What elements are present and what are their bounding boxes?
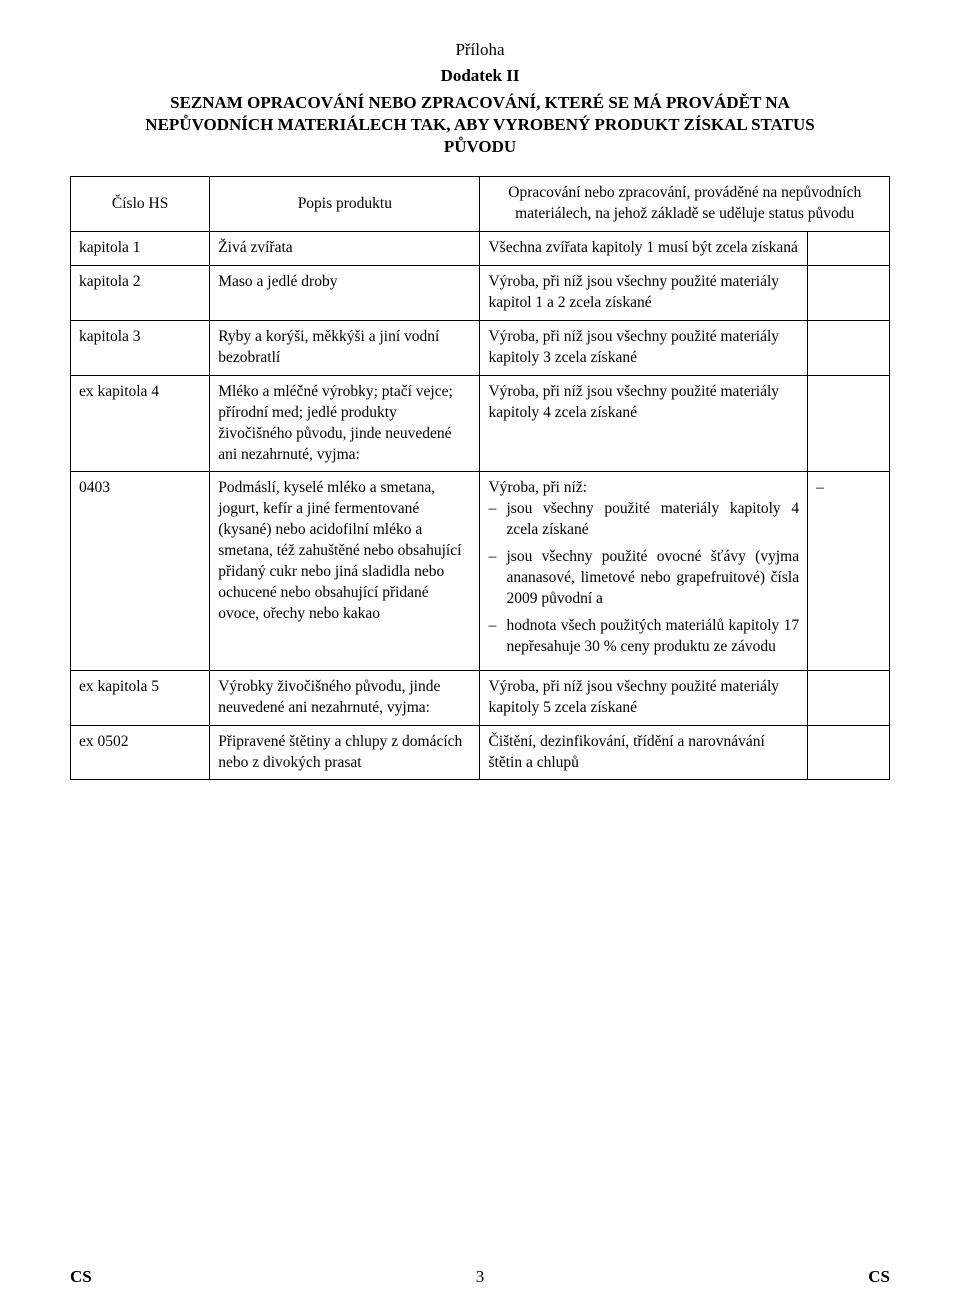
dash-icon: –	[488, 499, 506, 541]
cell-extra: –	[808, 472, 890, 670]
th-rule: Opracování nebo zpracování, prováděné na…	[480, 177, 890, 232]
rule-bullet: – hodnota všech použitých materiálů kapi…	[488, 616, 799, 658]
th-hs: Číslo HS	[71, 177, 210, 232]
dash-icon: –	[488, 616, 506, 658]
table-row: kapitola 3 Ryby a korýši, měkkýši a jiní…	[71, 320, 890, 375]
table-header-row: Číslo HS Popis produktu Opracování nebo …	[71, 177, 890, 232]
cell-hs: ex kapitola 5	[71, 670, 210, 725]
table-row: 0403 Podmáslí, kyselé mléko a smetana, j…	[71, 472, 890, 670]
cell-extra	[808, 725, 890, 780]
cell-hs: ex kapitola 4	[71, 375, 210, 472]
cell-extra	[808, 320, 890, 375]
cell-hs: 0403	[71, 472, 210, 670]
cell-extra	[808, 232, 890, 266]
cell-desc: Živá zvířata	[210, 232, 480, 266]
cell-hs: kapitola 1	[71, 232, 210, 266]
cell-desc: Ryby a korýši, měkkýši a jiní vodní bezo…	[210, 320, 480, 375]
dash-icon: –	[488, 547, 506, 610]
cell-rule: Výroba, při níž jsou všechny použité mat…	[480, 670, 808, 725]
cell-rule: Výroba, při níž jsou všechny použité mat…	[480, 266, 808, 321]
table-row: ex kapitola 4 Mléko a mléčné výrobky; pt…	[71, 375, 890, 472]
table-row: ex kapitola 5 Výrobky živočišného původu…	[71, 670, 890, 725]
title-dodatek: Dodatek II	[70, 66, 890, 86]
cell-hs: ex 0502	[71, 725, 210, 780]
cell-rule: Čištění, dezinfikování, třídění a narovn…	[480, 725, 808, 780]
table-row: kapitola 1 Živá zvířata Všechna zvířata …	[71, 232, 890, 266]
cell-rule: Všechna zvířata kapitoly 1 musí být zcel…	[480, 232, 808, 266]
rule-bullet: – jsou všechny použité materiály kapitol…	[488, 499, 799, 541]
title-block: Příloha Dodatek II SEZNAM OPRACOVÁNÍ NEB…	[70, 40, 890, 158]
title-priloha: Příloha	[70, 40, 890, 60]
cell-extra	[808, 375, 890, 472]
rule-bullet-text: hodnota všech použitých materiálů kapito…	[506, 616, 799, 658]
cell-desc: Podmáslí, kyselé mléko a smetana, jogurt…	[210, 472, 480, 670]
cell-desc: Výrobky živočišného původu, jinde neuved…	[210, 670, 480, 725]
rule-intro: Výroba, při níž:	[488, 478, 799, 499]
title-main: SEZNAM OPRACOVÁNÍ NEBO ZPRACOVÁNÍ, KTERÉ…	[120, 92, 840, 158]
table-row: kapitola 2 Maso a jedlé droby Výroba, př…	[71, 266, 890, 321]
cell-desc: Mléko a mléčné výrobky; ptačí vejce; pří…	[210, 375, 480, 472]
th-desc: Popis produktu	[210, 177, 480, 232]
rule-bullet: – jsou všechny použité ovocné šťávy (vyj…	[488, 547, 799, 610]
footer-page-number: 3	[476, 1267, 485, 1287]
cell-hs: kapitola 3	[71, 320, 210, 375]
footer: CS 3 CS	[70, 1267, 890, 1287]
rule-bullet-text: jsou všechny použité ovocné šťávy (vyjma…	[506, 547, 799, 610]
cell-extra	[808, 670, 890, 725]
cell-desc: Připravené štětiny a chlupy z domácích n…	[210, 725, 480, 780]
footer-right: CS	[868, 1267, 890, 1287]
cell-rule: Výroba, při níž: – jsou všechny použité …	[480, 472, 808, 670]
cell-desc: Maso a jedlé droby	[210, 266, 480, 321]
page: Příloha Dodatek II SEZNAM OPRACOVÁNÍ NEB…	[0, 0, 960, 1307]
cell-hs: kapitola 2	[71, 266, 210, 321]
rule-bullet-text: jsou všechny použité materiály kapitoly …	[506, 499, 799, 541]
cell-rule: Výroba, při níž jsou všechny použité mat…	[480, 320, 808, 375]
cell-extra	[808, 266, 890, 321]
footer-left: CS	[70, 1267, 92, 1287]
cell-rule: Výroba, při níž jsou všechny použité mat…	[480, 375, 808, 472]
rules-table: Číslo HS Popis produktu Opracování nebo …	[70, 176, 890, 780]
table-row: ex 0502 Připravené štětiny a chlupy z do…	[71, 725, 890, 780]
